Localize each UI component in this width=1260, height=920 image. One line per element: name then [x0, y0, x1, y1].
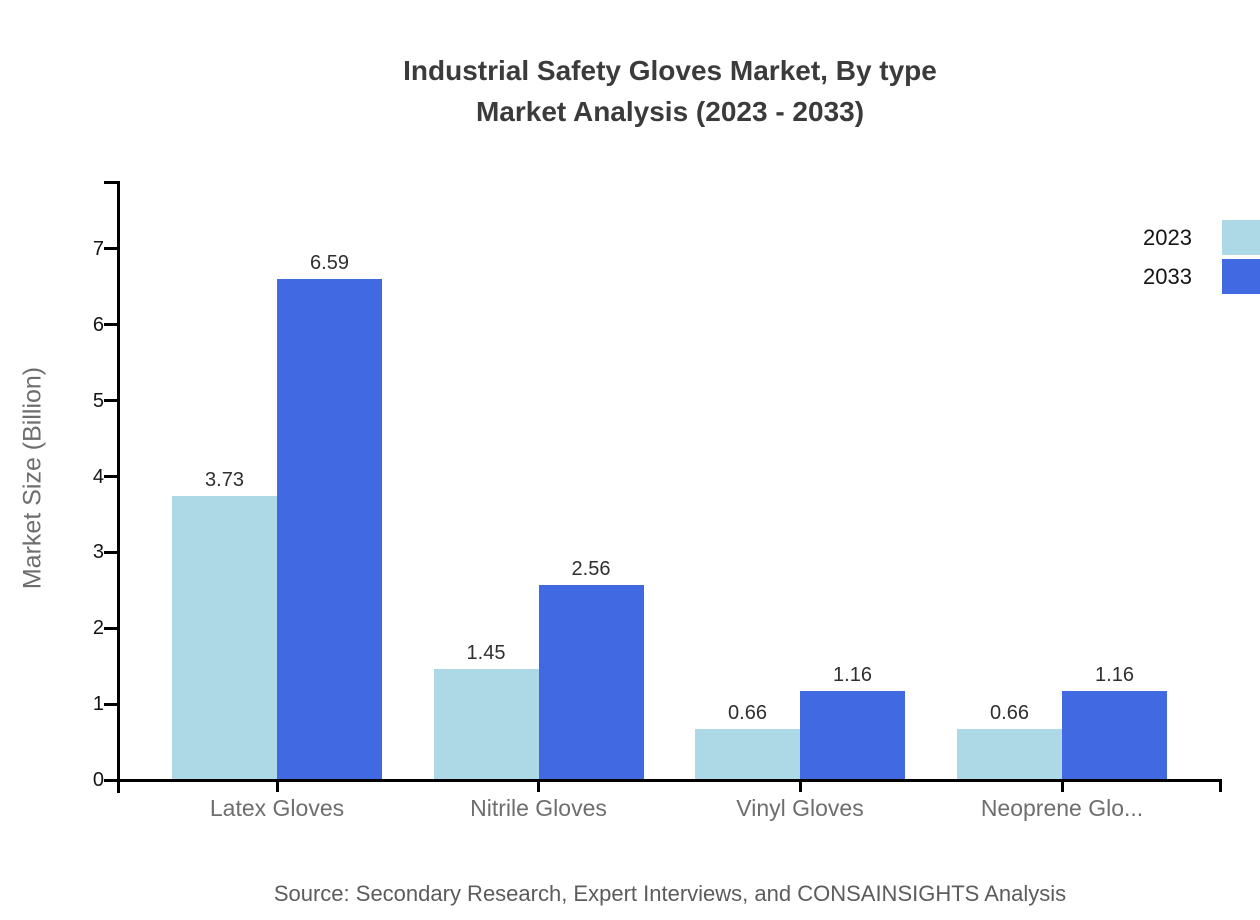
y-tick-label: 0 — [92, 769, 104, 791]
bar-2023-neoprene-glo — [957, 729, 1062, 779]
bar-2033-neoprene-glo — [1062, 691, 1167, 779]
bar-2033-vinyl-gloves — [800, 691, 905, 779]
legend-swatch-2033 — [1222, 259, 1260, 294]
y-tick-label: 6 — [92, 313, 104, 336]
legend-label-2033: 2033 — [1143, 264, 1192, 289]
bar-value-label: 0.66 — [728, 702, 767, 724]
y-axis-tick — [104, 247, 117, 251]
bar-2033-nitrile-gloves — [538, 585, 644, 779]
x-axis-tick — [537, 781, 540, 792]
bar-2023-nitrile-gloves — [433, 669, 539, 779]
y-axis-tick — [104, 399, 117, 403]
x-axis-line — [116, 778, 1222, 782]
source-note: Source: Secondary Research, Expert Inter… — [273, 881, 1067, 906]
y-axis-tick — [104, 626, 117, 630]
y-tick-label: 7 — [92, 237, 104, 260]
bar-value-label: 1.16 — [833, 664, 872, 686]
legend-item-2023: 2023 — [1143, 220, 1260, 255]
bar-value-label: 3.73 — [205, 469, 244, 491]
bar-value-label: 2.56 — [571, 558, 611, 580]
y-axis-tick — [104, 778, 117, 782]
x-category-label-vinyl-gloves: Vinyl Gloves — [736, 795, 864, 821]
chart-title-line1: Industrial Safety Gloves Market, By type — [403, 55, 937, 86]
chart-title-line2: Market Analysis (2023 - 2033) — [475, 96, 865, 127]
x-axis-tick — [798, 781, 802, 792]
bar-2033-latex-gloves — [277, 279, 382, 779]
x-axis-end-tick — [1219, 781, 1222, 792]
legend-item-2033: 2033 — [1143, 259, 1260, 294]
legend: 2023 2033 — [1143, 220, 1260, 298]
legend-swatch-2023 — [1222, 220, 1260, 255]
y-axis-line — [116, 181, 120, 793]
bar-value-label: 0.66 — [990, 702, 1029, 724]
chart-title: Industrial Safety Gloves Market, By type… — [403, 50, 937, 132]
y-tick-label: 3 — [92, 541, 104, 564]
bar-value-label: 1.45 — [466, 642, 506, 664]
bar-2023-latex-gloves — [172, 496, 277, 779]
y-axis-tick — [104, 550, 117, 554]
y-axis-tick — [104, 323, 117, 327]
x-axis-tick — [275, 781, 279, 792]
y-tick-label: 2 — [92, 617, 104, 640]
y-tick-label: 1 — [92, 693, 104, 716]
x-category-label-neoprene-glo: Neoprene Glo... — [980, 795, 1144, 821]
x-axis-tick — [1060, 781, 1064, 792]
y-axis-tick — [104, 702, 117, 706]
y-tick-label: 5 — [92, 389, 104, 412]
x-category-label-latex-gloves: Latex Gloves — [209, 795, 345, 821]
y-axis-top-cap-tick — [104, 181, 117, 184]
x-category-label-nitrile-gloves: Nitrile Gloves — [470, 795, 607, 821]
bar-2023-vinyl-gloves — [695, 729, 800, 779]
bar-value-label: 1.16 — [1095, 664, 1134, 686]
y-axis-tick — [104, 475, 117, 479]
bar-value-label: 6.59 — [310, 252, 349, 274]
y-tick-label: 4 — [92, 465, 104, 488]
legend-label-2023: 2023 — [1143, 225, 1192, 250]
